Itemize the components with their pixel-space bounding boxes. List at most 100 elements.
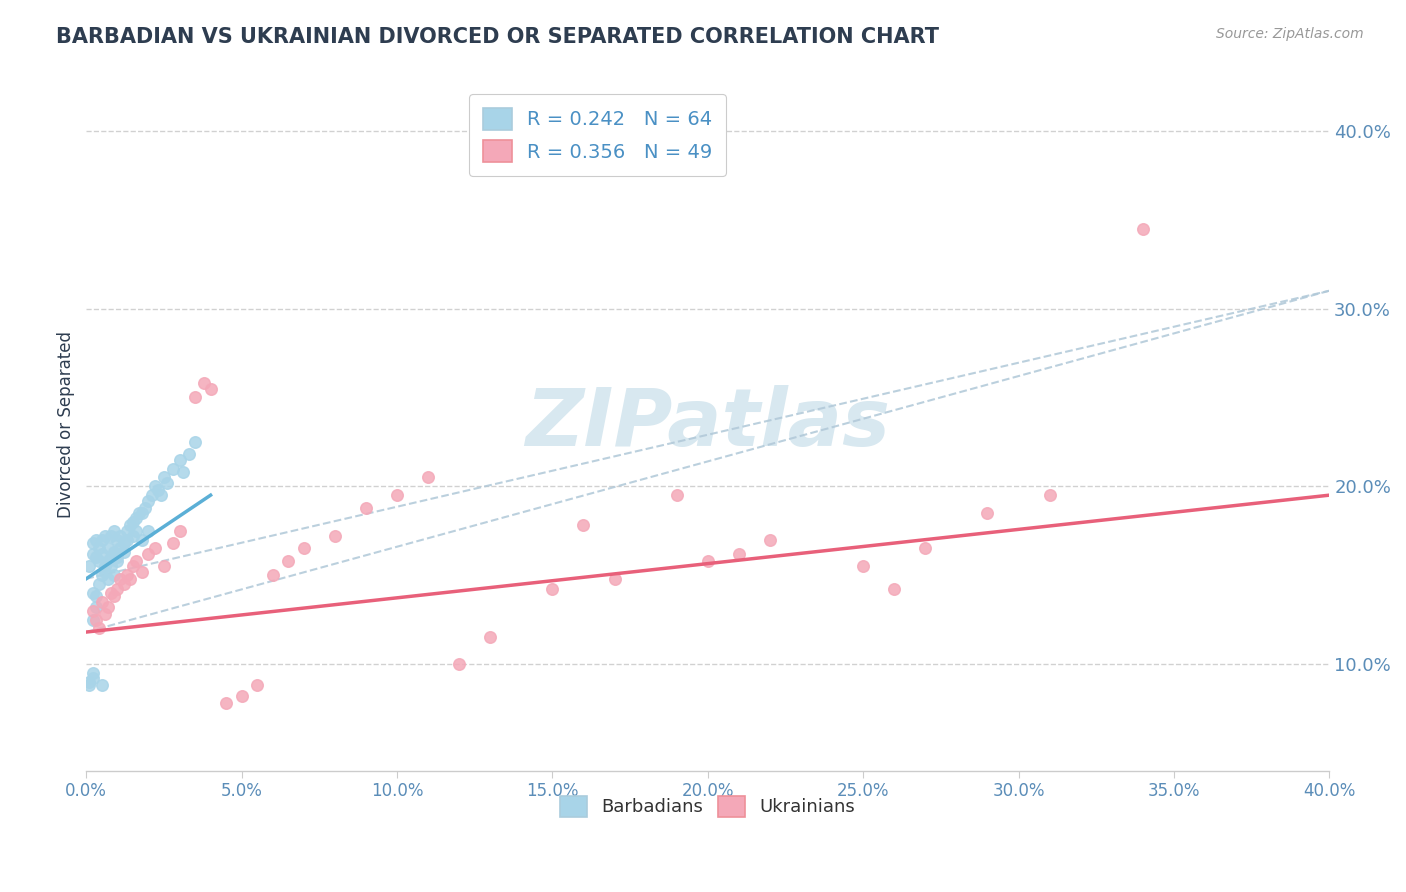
Point xyxy=(449,657,471,671)
Point xyxy=(100,559,122,574)
Point xyxy=(105,554,128,568)
Point xyxy=(105,547,128,561)
Point xyxy=(131,565,153,579)
Point xyxy=(122,559,145,574)
Point xyxy=(122,529,145,543)
Point xyxy=(231,689,253,703)
Point xyxy=(112,577,135,591)
Point xyxy=(82,586,104,600)
Text: BARBADIAN VS UKRAINIAN DIVORCED OR SEPARATED CORRELATION CHART: BARBADIAN VS UKRAINIAN DIVORCED OR SEPAR… xyxy=(56,27,939,46)
Point xyxy=(87,622,110,636)
Point xyxy=(79,678,101,692)
Point xyxy=(541,582,564,597)
Point xyxy=(90,678,112,692)
Point xyxy=(172,465,194,479)
Point xyxy=(110,572,132,586)
Point xyxy=(90,568,112,582)
Point xyxy=(146,483,169,497)
Point xyxy=(103,590,125,604)
Point xyxy=(94,559,117,574)
Point xyxy=(112,545,135,559)
Point xyxy=(115,568,138,582)
Point xyxy=(105,533,128,547)
Point xyxy=(976,506,998,520)
Point xyxy=(131,533,153,547)
Point xyxy=(156,475,179,490)
Point xyxy=(94,529,117,543)
Point xyxy=(84,533,107,547)
Point xyxy=(79,559,101,574)
Point xyxy=(385,488,408,502)
Point xyxy=(94,607,117,622)
Point xyxy=(100,550,122,565)
Point xyxy=(665,488,688,502)
Point xyxy=(90,595,112,609)
Point xyxy=(696,554,718,568)
Point xyxy=(82,547,104,561)
Point xyxy=(128,506,150,520)
Point xyxy=(125,554,148,568)
Point xyxy=(103,524,125,538)
Point xyxy=(727,547,749,561)
Point xyxy=(105,582,128,597)
Point xyxy=(110,541,132,556)
Point xyxy=(82,671,104,685)
Point xyxy=(97,554,120,568)
Point xyxy=(94,565,117,579)
Point xyxy=(883,582,905,597)
Point xyxy=(246,678,269,692)
Point xyxy=(852,559,875,574)
Point xyxy=(153,470,176,484)
Point xyxy=(115,533,138,547)
Point xyxy=(115,524,138,538)
Point xyxy=(277,554,299,568)
Point xyxy=(1039,488,1062,502)
Point xyxy=(90,547,112,561)
Point xyxy=(87,554,110,568)
Point xyxy=(759,533,782,547)
Point xyxy=(82,604,104,618)
Text: ZIPatlas: ZIPatlas xyxy=(526,385,890,463)
Point xyxy=(143,541,166,556)
Point xyxy=(118,572,141,586)
Point xyxy=(79,674,101,689)
Point xyxy=(110,529,132,543)
Point xyxy=(143,479,166,493)
Point xyxy=(149,488,172,502)
Point xyxy=(112,536,135,550)
Point xyxy=(97,541,120,556)
Point xyxy=(84,550,107,565)
Point xyxy=(105,550,128,565)
Point xyxy=(184,391,207,405)
Point xyxy=(416,470,439,484)
Point xyxy=(479,631,502,645)
Point xyxy=(97,572,120,586)
Point xyxy=(82,536,104,550)
Point xyxy=(82,613,104,627)
Point xyxy=(193,376,215,391)
Point xyxy=(103,568,125,582)
Point xyxy=(84,613,107,627)
Point xyxy=(134,500,156,515)
Point xyxy=(169,524,191,538)
Point xyxy=(138,547,160,561)
Point xyxy=(292,541,315,556)
Point xyxy=(97,600,120,615)
Point xyxy=(138,493,160,508)
Point xyxy=(200,382,222,396)
Point xyxy=(914,541,936,556)
Point xyxy=(153,559,176,574)
Point xyxy=(169,452,191,467)
Point xyxy=(141,488,163,502)
Point xyxy=(323,529,346,543)
Point xyxy=(162,461,184,475)
Point xyxy=(90,533,112,547)
Point xyxy=(87,577,110,591)
Point xyxy=(262,568,284,582)
Point xyxy=(118,518,141,533)
Point xyxy=(84,590,107,604)
Point xyxy=(184,434,207,449)
Point xyxy=(138,524,160,538)
Point xyxy=(162,536,184,550)
Point xyxy=(125,524,148,538)
